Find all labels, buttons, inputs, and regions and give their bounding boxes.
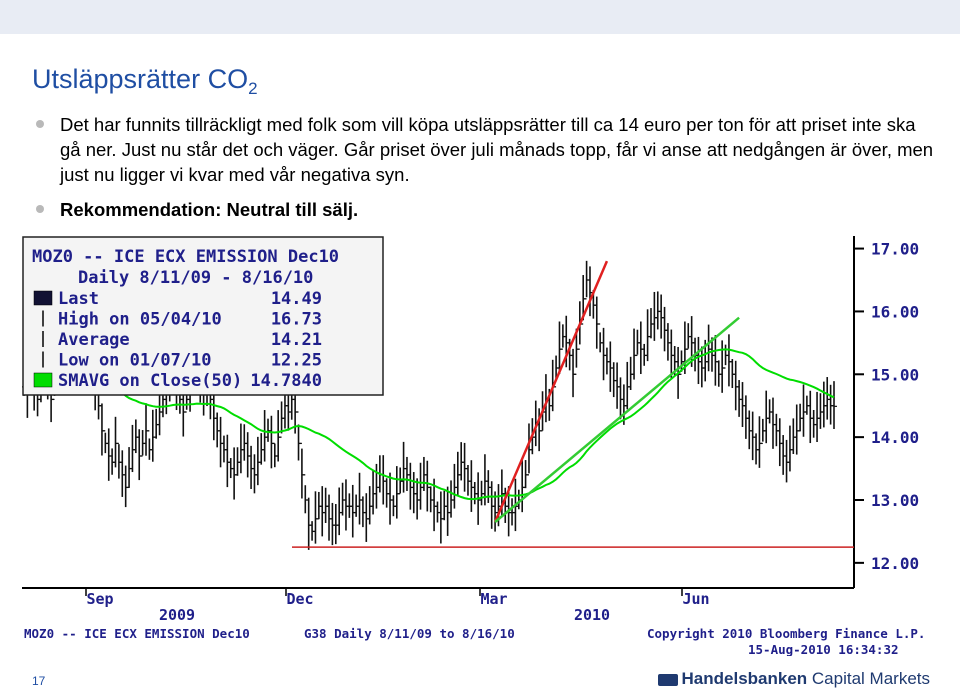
- y-tick-label: 15.00: [871, 365, 919, 384]
- footer-copyright: Copyright 2010 Bloomberg Finance L.P.: [647, 626, 925, 641]
- legend-label: Average: [58, 330, 130, 350]
- legend-header2: Daily 8/11/09 - 8/16/10: [78, 268, 313, 288]
- legend-swatch: [33, 372, 53, 388]
- legend-label: Low on 01/07/10: [58, 351, 212, 371]
- trendline-green: [494, 316, 740, 523]
- y-tick-label: 12.00: [871, 554, 919, 573]
- x-year-label: 2010: [574, 606, 610, 624]
- legend-label: High on 05/04/10: [58, 310, 222, 330]
- title-subscript: 2: [248, 79, 258, 98]
- footer-timestamp: 15-Aug-2010 16:34:32: [748, 642, 899, 656]
- legend-rows: Last 14.49 High on 05/04/10 16.73 Average 14.…: [33, 289, 322, 391]
- legend-swatch: [33, 290, 53, 306]
- legend-value: 14.21: [271, 330, 322, 350]
- legend-value: 14.49: [271, 289, 322, 309]
- price-bars: [22, 260, 837, 550]
- legend-label: SMAVG on Close(50): [58, 371, 242, 391]
- y-tick-label: 13.00: [871, 491, 919, 510]
- x-labels: Sep Dec Mar Jun 2009 2010: [85, 588, 710, 624]
- legend-label: Last: [58, 289, 99, 309]
- x-year-label: 2009: [159, 606, 195, 624]
- page-number: 17: [32, 674, 46, 688]
- legend-frame: [22, 236, 384, 396]
- top-banner: [0, 0, 960, 34]
- footer-range: G38 Daily 8/11/09 to 8/16/10: [304, 626, 515, 641]
- price-chart: 17.00 16.00 15.00 14.00 13.00 12.00 Sep Dec Mar…: [22, 236, 940, 656]
- brand-name: Handelsbanken: [681, 669, 808, 688]
- chart-svg: 17.00 16.00 15.00 14.00 13.00 12.00 Sep Dec Mar…: [22, 236, 940, 656]
- legend-box: MOZ0 -- ICE ECX EMISSION Dec10 Daily 8/1…: [22, 236, 384, 396]
- x-month-label: Dec: [286, 590, 313, 608]
- bullet-commentary: Det har funnits tillräckligt med folk so…: [35, 112, 935, 187]
- y-tick-label: 14.00: [871, 428, 919, 447]
- brand-logo: Handelsbanken Capital Markets: [657, 669, 930, 689]
- slide-title: Utsläppsrätter CO2: [32, 64, 258, 99]
- brand-suffix: Capital Markets: [807, 669, 930, 688]
- chart-footer: MOZ0 -- ICE ECX EMISSION Dec10 G38 Daily…: [24, 626, 925, 656]
- y-tick-label: 16.00: [871, 302, 919, 321]
- legend-value: 14.7840: [250, 371, 322, 391]
- title-text: Utsläppsrätter CO: [32, 64, 249, 94]
- legend-value: 12.25: [271, 351, 322, 371]
- bullet-list: Det har funnits tillräckligt med folk so…: [35, 112, 935, 222]
- y-ticks: 17.00 16.00 15.00 14.00 13.00 12.00: [854, 240, 919, 573]
- x-month-label: Sep: [86, 590, 113, 608]
- legend-value: 16.73: [271, 310, 322, 330]
- sma-line: [50, 348, 835, 501]
- trendline-red: [493, 260, 609, 523]
- bullet-recommendation: Rekommendation: Neutral till sälj.: [35, 197, 935, 222]
- footer-ticker: MOZ0 -- ICE ECX EMISSION Dec10: [24, 626, 250, 641]
- y-tick-label: 17.00: [871, 240, 919, 259]
- x-month-label: Jun: [682, 590, 709, 608]
- legend-header1: MOZ0 -- ICE ECX EMISSION Dec10: [32, 247, 339, 267]
- x-month-label: Mar: [480, 590, 507, 608]
- handelsbanken-logo-icon: [657, 673, 678, 686]
